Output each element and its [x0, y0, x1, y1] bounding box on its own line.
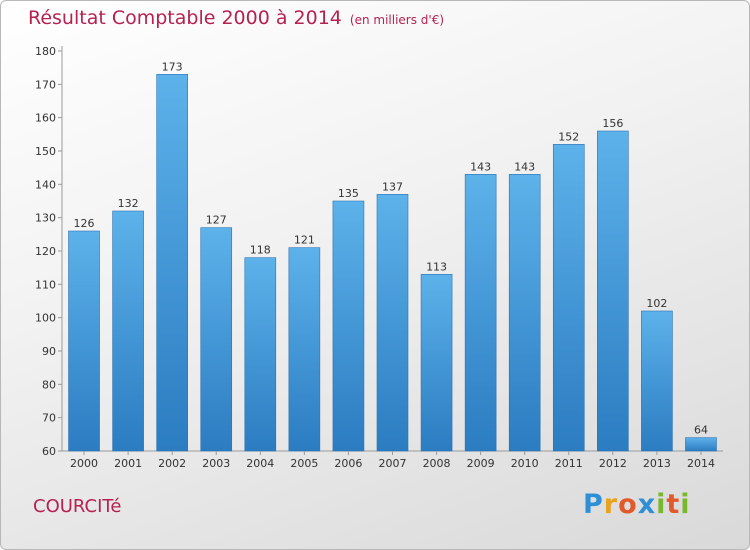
data-label-2004: 118 [250, 244, 271, 257]
bar-2001 [112, 210, 144, 452]
x-tick-label-2008: 2008 [423, 457, 451, 470]
data-label-2008: 113 [426, 260, 447, 273]
x-tick-label-2011: 2011 [555, 457, 583, 470]
chart-unit-label: (en milliers d'€) [349, 13, 445, 27]
x-tick-label-2013: 2013 [643, 457, 671, 470]
x-tick-label-2003: 2003 [202, 457, 230, 470]
data-label-2011: 152 [558, 130, 579, 143]
data-label-2014: 64 [694, 424, 708, 437]
x-tick-label-2014: 2014 [687, 457, 715, 470]
y-tick-label: 130 [35, 212, 56, 225]
y-tick-label: 180 [35, 45, 56, 58]
bar-2010 [508, 174, 541, 452]
y-tick-label: 150 [35, 145, 56, 158]
data-label-2006: 135 [338, 187, 359, 200]
bar-2008 [420, 274, 453, 452]
x-tick-label-2002: 2002 [158, 457, 186, 470]
x-tick-label-2004: 2004 [246, 457, 274, 470]
y-tick-label: 140 [35, 178, 56, 191]
data-label-2010: 143 [514, 160, 535, 173]
bar-2013 [641, 310, 673, 452]
data-label-2012: 156 [602, 117, 623, 130]
chart-title-text: Résultat Comptable 2000 à 2014 [28, 7, 342, 29]
data-label-2000: 126 [74, 217, 95, 230]
y-tick-label: 100 [35, 312, 56, 325]
bar-2007 [376, 194, 409, 452]
bar-2012 [597, 130, 629, 452]
bar-2002 [156, 74, 188, 452]
chart-title: Résultat Comptable 2000 à 2014 (en millie… [28, 7, 444, 29]
data-label-2009: 143 [470, 160, 491, 173]
y-tick-label: 110 [35, 278, 56, 291]
bar-2003 [200, 227, 233, 452]
commune-name: COURCITé [33, 496, 122, 517]
x-tick-label-2005: 2005 [290, 457, 318, 470]
logo-letter: r [603, 489, 619, 520]
y-tick-label: 80 [42, 378, 56, 391]
logo-letter: P [583, 489, 604, 520]
data-label-2005: 121 [294, 234, 315, 247]
data-label-2001: 132 [118, 197, 139, 210]
logo-letter: x [637, 489, 657, 520]
x-tick-label-2000: 2000 [70, 457, 98, 470]
logo-letter: i [656, 489, 667, 520]
x-tick-label-2007: 2007 [379, 457, 407, 470]
bar-2011 [552, 144, 585, 452]
y-tick-label: 160 [35, 112, 56, 125]
bar-2005 [288, 247, 321, 452]
data-label-2013: 102 [646, 297, 667, 310]
y-tick-label: 90 [42, 345, 56, 358]
bar-2000 [68, 230, 100, 452]
x-tick-label-2001: 2001 [114, 457, 142, 470]
y-tick-label: 170 [35, 78, 56, 91]
data-label-2003: 127 [206, 214, 227, 227]
x-tick-label-2009: 2009 [467, 457, 495, 470]
bar-2009 [464, 174, 497, 452]
data-label-2007: 137 [382, 180, 403, 193]
x-tick-label-2012: 2012 [599, 457, 627, 470]
bar-2006 [332, 200, 365, 452]
x-tick-label-2010: 2010 [511, 457, 539, 470]
y-tick-label: 70 [42, 412, 56, 425]
logo-letter: t [666, 489, 681, 520]
bar-2014 [685, 437, 717, 452]
y-tick-label: 120 [35, 245, 56, 258]
logo-letter: i [680, 489, 691, 520]
x-tick-label-2006: 2006 [334, 457, 362, 470]
proxiti-logo: Proxiti [583, 489, 691, 520]
y-tick-label: 60 [42, 445, 56, 458]
bar-2004 [244, 257, 277, 452]
logo-letter: o [618, 489, 638, 520]
data-label-2002: 173 [162, 60, 183, 73]
